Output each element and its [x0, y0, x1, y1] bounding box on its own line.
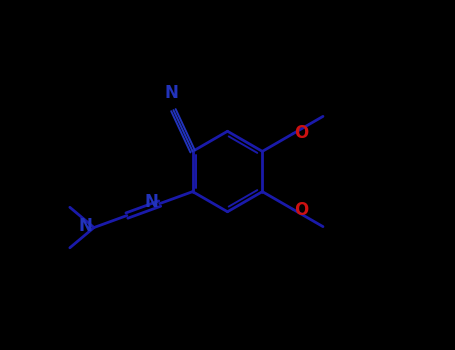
Text: O: O: [294, 201, 308, 219]
Text: N: N: [144, 193, 158, 211]
Text: O: O: [294, 124, 308, 142]
Text: N: N: [165, 84, 179, 103]
Text: N: N: [78, 217, 92, 235]
